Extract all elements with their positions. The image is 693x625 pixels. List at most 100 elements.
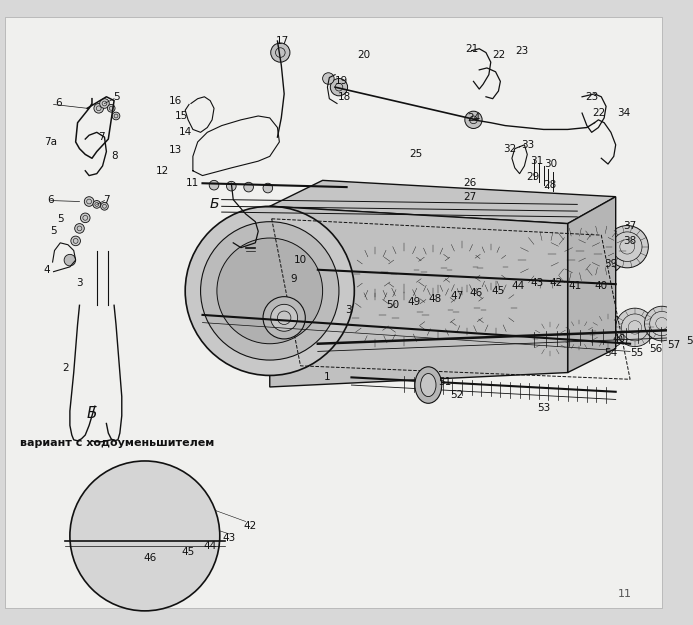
Text: 43: 43	[222, 533, 236, 543]
Text: 19: 19	[335, 76, 349, 86]
Text: 7: 7	[103, 194, 109, 204]
Text: 27: 27	[463, 192, 476, 202]
Circle shape	[533, 322, 568, 356]
Text: 29: 29	[527, 173, 540, 182]
Text: 32: 32	[503, 144, 516, 154]
Text: К: К	[238, 259, 301, 332]
Text: 20: 20	[358, 51, 371, 61]
Circle shape	[426, 294, 436, 303]
Circle shape	[577, 226, 626, 276]
Circle shape	[107, 104, 115, 112]
Text: 5: 5	[113, 92, 119, 102]
Polygon shape	[568, 197, 615, 372]
Text: 41: 41	[569, 281, 582, 291]
Text: 42: 42	[550, 278, 563, 288]
Text: 28: 28	[544, 180, 557, 190]
Text: 5: 5	[57, 214, 64, 224]
Circle shape	[64, 254, 76, 266]
Text: 45: 45	[492, 286, 505, 296]
Text: 44: 44	[204, 541, 217, 551]
Circle shape	[75, 224, 85, 233]
Circle shape	[211, 232, 219, 241]
Circle shape	[518, 231, 575, 289]
Circle shape	[667, 304, 693, 335]
Circle shape	[209, 181, 219, 190]
Text: 46: 46	[143, 553, 156, 563]
Circle shape	[465, 111, 482, 129]
Circle shape	[369, 303, 378, 313]
Text: 43: 43	[530, 278, 543, 288]
Circle shape	[320, 232, 328, 241]
Circle shape	[615, 308, 654, 347]
Circle shape	[343, 287, 351, 295]
Circle shape	[80, 213, 90, 222]
Circle shape	[263, 297, 306, 339]
Circle shape	[139, 523, 174, 558]
Text: 52: 52	[450, 389, 464, 399]
Text: Б: Б	[209, 198, 219, 211]
Circle shape	[100, 99, 109, 108]
Text: 14: 14	[179, 127, 192, 138]
Text: Б: Б	[87, 406, 97, 421]
Circle shape	[266, 364, 274, 372]
Circle shape	[112, 112, 120, 120]
Text: 44: 44	[511, 281, 525, 291]
Text: 8: 8	[111, 151, 117, 161]
Ellipse shape	[421, 374, 436, 397]
Text: 58: 58	[686, 336, 693, 346]
Circle shape	[446, 291, 455, 301]
Circle shape	[465, 288, 475, 298]
Text: 46: 46	[470, 288, 483, 298]
Circle shape	[85, 197, 94, 206]
Text: 11: 11	[618, 589, 632, 599]
Text: 5: 5	[50, 226, 57, 236]
Text: вариант с ходоуменьшителем: вариант с ходоуменьшителем	[20, 438, 214, 448]
Text: 1: 1	[324, 372, 331, 382]
Circle shape	[388, 301, 398, 310]
Text: 37: 37	[624, 221, 637, 231]
Text: 2: 2	[63, 362, 69, 372]
Text: 3: 3	[345, 305, 352, 315]
Circle shape	[644, 306, 679, 341]
Text: 42: 42	[244, 521, 257, 531]
Text: 45: 45	[182, 548, 195, 558]
Circle shape	[548, 228, 602, 281]
FancyBboxPatch shape	[6, 17, 662, 608]
Circle shape	[93, 201, 100, 208]
Text: Ч: Ч	[267, 302, 329, 376]
Text: 31: 31	[530, 156, 543, 166]
Text: 48: 48	[428, 294, 441, 304]
Circle shape	[211, 341, 219, 349]
Text: 53: 53	[537, 403, 550, 413]
Text: 55: 55	[630, 348, 644, 358]
Text: 4: 4	[44, 265, 50, 275]
Circle shape	[149, 533, 164, 548]
Text: 22: 22	[592, 108, 605, 118]
Text: 34: 34	[617, 108, 630, 118]
Circle shape	[590, 314, 625, 349]
Text: 26: 26	[463, 178, 476, 188]
Text: 7a: 7a	[44, 137, 57, 147]
Circle shape	[71, 236, 80, 246]
Circle shape	[271, 43, 290, 62]
Circle shape	[70, 461, 220, 611]
Circle shape	[349, 308, 359, 317]
Text: 16: 16	[169, 96, 182, 106]
Text: 38: 38	[624, 236, 637, 246]
Text: 21: 21	[465, 44, 478, 54]
Circle shape	[564, 320, 595, 351]
Text: 56: 56	[649, 344, 663, 354]
Circle shape	[407, 298, 416, 308]
Circle shape	[331, 79, 348, 96]
Text: 9: 9	[290, 274, 297, 284]
Circle shape	[113, 498, 200, 584]
Circle shape	[100, 202, 108, 210]
Circle shape	[217, 238, 323, 344]
Text: 12: 12	[155, 166, 169, 176]
Circle shape	[189, 287, 197, 295]
Circle shape	[94, 104, 103, 113]
Text: 54: 54	[604, 348, 617, 358]
Text: 50: 50	[386, 300, 399, 310]
Text: 49: 49	[407, 298, 421, 308]
Circle shape	[320, 341, 328, 349]
